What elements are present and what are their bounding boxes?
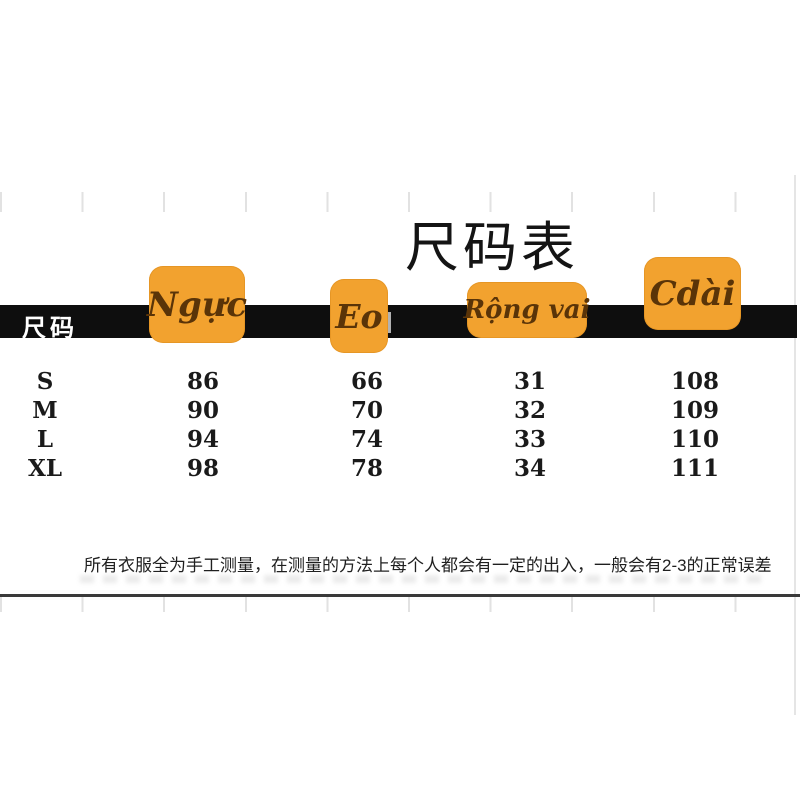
chest-cell: 86 [186,368,220,395]
table-row: S 86 66 31 108 [0,367,800,396]
length-cell: 110 [670,426,720,453]
size-column-header: 尺码 [22,315,78,342]
measurement-disclaimer: 所有衣服全为手工测量，在测量的方法上每个人都会有一定的出入，一般会有2-3的正常… [84,556,772,575]
shoulder-cell: 32 [513,397,547,424]
length-cell: 108 [670,368,720,395]
waist-cell: 74 [350,426,384,453]
shoulder-cell: 34 [513,455,547,482]
column-badge-length: Cdài [644,257,741,330]
size-cell: S [36,368,54,395]
length-cell: 111 [670,455,720,482]
shoulder-cell: 33 [513,426,547,453]
waist-cell: 66 [350,368,384,395]
length-cell: 109 [670,397,720,424]
column-badge-waist: Eo [330,279,388,353]
table-row: XL 98 78 34 111 [0,454,800,483]
chest-cell: 98 [186,455,220,482]
size-cell: XL [27,455,63,482]
size-cell: L [36,426,54,453]
chest-cell: 90 [186,397,220,424]
waist-cell: 78 [350,455,384,482]
size-table: S 86 66 31 108 M 90 70 32 109 L 94 74 33… [0,367,800,483]
column-badge-shoulder: Rộng vai [464,282,590,338]
ruler-tick-marks-top [0,192,800,212]
ruler-tick-marks-bottom [0,597,800,612]
faded-text-artifact [80,575,770,583]
table-row: M 90 70 32 109 [0,396,800,425]
size-chart-title: 尺码表 [405,216,579,279]
band-artifact-notch [387,312,391,333]
column-badge-chest: Ngực [147,266,247,343]
chest-cell: 94 [186,426,220,453]
size-cell: M [32,397,58,424]
shoulder-cell: 31 [513,368,547,395]
bottom-divider-line [0,594,800,597]
table-row: L 94 74 33 110 [0,425,800,454]
waist-cell: 70 [350,397,384,424]
photo-edge-line [794,175,796,715]
